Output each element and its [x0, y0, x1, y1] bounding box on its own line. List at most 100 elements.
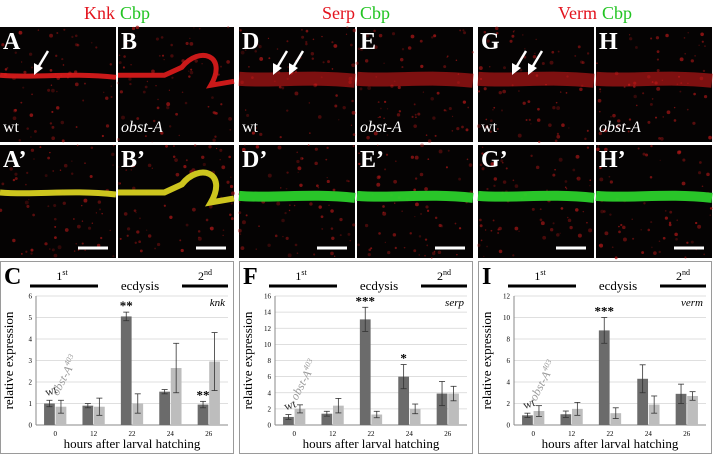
- speckle: [8, 127, 10, 130]
- speckle: [539, 208, 542, 211]
- speckle: [422, 91, 425, 93]
- speckle: [500, 159, 504, 163]
- speckle: [463, 31, 467, 35]
- bar: [283, 416, 294, 425]
- error-bar: [678, 383, 685, 404]
- speckle: [28, 52, 33, 56]
- speckle: [364, 223, 369, 228]
- speckle: [430, 97, 435, 101]
- speckle: [256, 43, 259, 46]
- speckle: [413, 124, 417, 128]
- speckle: [582, 210, 585, 213]
- speckle: [586, 129, 589, 132]
- speckle: [486, 39, 490, 43]
- speckle: [637, 147, 640, 150]
- speckle: [222, 234, 224, 237]
- speckle: [301, 157, 304, 160]
- red-band: [0, 72, 117, 80]
- speckle: [415, 202, 419, 207]
- speckle: [83, 198, 88, 203]
- speckle: [414, 155, 419, 160]
- speckle: [659, 159, 661, 162]
- speckle: [6, 66, 9, 69]
- stage-label: 1st: [295, 268, 307, 283]
- speckle: [662, 116, 665, 118]
- speckle: [456, 253, 458, 256]
- speckle: [568, 127, 570, 129]
- speckle: [101, 212, 103, 215]
- speckle: [330, 209, 334, 213]
- legend-label: wt: [43, 382, 59, 399]
- green-band: [238, 190, 356, 203]
- speckle: [44, 174, 48, 178]
- legend-label: wt: [521, 395, 537, 412]
- speckle: [259, 57, 264, 61]
- speckle: [31, 93, 33, 96]
- speckle: [643, 202, 646, 205]
- speckle: [387, 250, 391, 255]
- panel-label: D’: [242, 147, 267, 173]
- speckle: [565, 188, 568, 190]
- panel-label: D: [242, 29, 259, 55]
- error-bar: [323, 410, 330, 417]
- speckle: [207, 105, 210, 108]
- speckle: [622, 225, 626, 230]
- speckle: [618, 230, 621, 234]
- speckle: [367, 86, 372, 90]
- speckle: [368, 248, 372, 252]
- speckle: [274, 234, 278, 238]
- speckle: [29, 113, 34, 117]
- speckle: [383, 62, 385, 65]
- column-header-bg: [478, 0, 712, 26]
- error-bar: [134, 393, 141, 414]
- bar: [294, 408, 306, 425]
- image-panel: H’: [595, 144, 713, 260]
- speckle: [695, 221, 698, 225]
- speckle: [493, 177, 498, 181]
- y-tick-label: 8: [268, 357, 272, 365]
- speckle: [682, 158, 686, 162]
- green-band: [477, 190, 595, 203]
- speckle: [399, 57, 404, 62]
- speckle: [332, 188, 336, 192]
- speckle: [609, 213, 612, 216]
- speckle: [20, 252, 23, 255]
- speckle: [49, 151, 51, 154]
- speckle: [382, 205, 385, 208]
- speckle: [254, 45, 256, 47]
- panel-label: H: [599, 29, 618, 55]
- red-band: [238, 71, 356, 88]
- speckle: [600, 209, 604, 214]
- speckle: [126, 234, 129, 237]
- speckle: [194, 59, 198, 63]
- speckle: [147, 163, 152, 168]
- speckle: [602, 128, 606, 132]
- speckle: [60, 120, 65, 125]
- speckle: [552, 106, 556, 110]
- speckle: [100, 236, 103, 240]
- speckle: [378, 33, 383, 38]
- speckle: [53, 253, 58, 258]
- genotype-label: obst-A: [121, 119, 163, 136]
- speckle: [532, 55, 537, 59]
- speckle: [230, 202, 233, 205]
- error-bar: [161, 389, 168, 395]
- speckle: [413, 103, 416, 106]
- red-band: [356, 71, 474, 88]
- speckle: [109, 229, 111, 232]
- speckle: [48, 248, 51, 250]
- speckle: [377, 175, 381, 179]
- speckle: [651, 98, 654, 100]
- speckle: [604, 147, 608, 152]
- speckle: [288, 209, 291, 212]
- speckle: [598, 244, 601, 246]
- y-tick-label: 4: [268, 389, 272, 397]
- speckle: [511, 34, 515, 38]
- speckle: [39, 146, 42, 149]
- speckle: [588, 228, 593, 233]
- speckle: [555, 101, 558, 104]
- speckle: [75, 126, 78, 128]
- speckle: [227, 26, 230, 29]
- speckle: [359, 47, 364, 51]
- speckle: [151, 167, 153, 169]
